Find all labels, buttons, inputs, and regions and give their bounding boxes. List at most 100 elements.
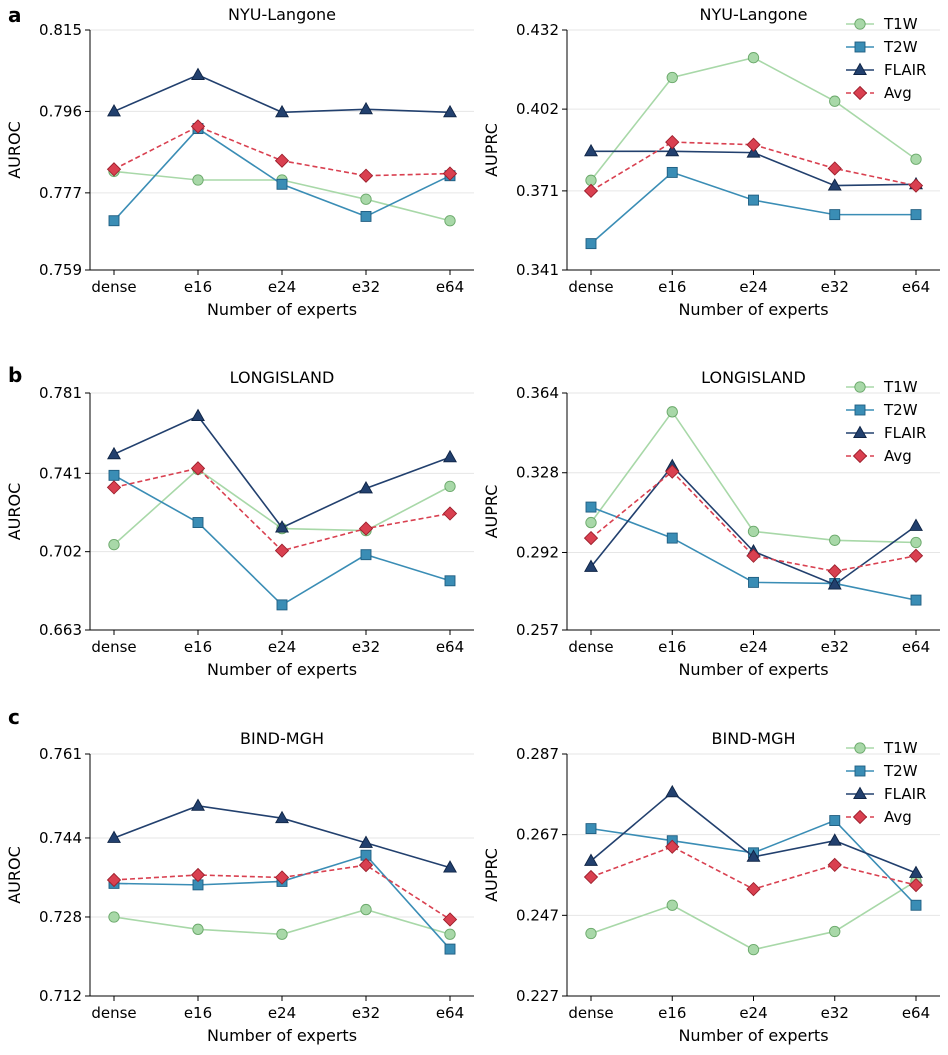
y-tick-label: 0.741: [39, 464, 82, 482]
x-tick-label: e24: [268, 638, 296, 656]
legend-label-t1w: T1W: [883, 378, 918, 396]
x-tick-label: e64: [436, 638, 464, 656]
y-tick-label: 0.728: [39, 908, 82, 926]
data-point-t2w: [666, 532, 678, 544]
y-tick-label: 0.247: [516, 906, 559, 924]
data-point-t1w: [276, 928, 288, 940]
x-tick-label: dense: [568, 278, 613, 296]
data-point-flair: [443, 449, 457, 463]
data-point-avg: [908, 548, 924, 563]
data-point-t2w: [360, 210, 372, 222]
legend-marker-t1w: [854, 742, 866, 754]
data-point-avg: [908, 877, 924, 893]
y-tick-label: 0.257: [516, 621, 559, 639]
data-point-t1w: [585, 516, 597, 529]
data-point-flair: [909, 518, 923, 531]
data-point-avg: [274, 153, 290, 168]
x-axis-label: Number of experts: [678, 1026, 828, 1045]
data-point-avg: [358, 857, 374, 873]
chart-title: BIND-MGH: [712, 729, 796, 748]
data-point-avg: [583, 869, 599, 885]
y-tick-label: 0.328: [516, 464, 559, 482]
data-point-flair: [665, 784, 680, 798]
x-tick-label: dense: [91, 1004, 136, 1022]
data-point-t1w: [192, 923, 204, 935]
x-tick-label: e32: [821, 278, 849, 296]
data-point-avg: [442, 166, 458, 181]
data-point-flair: [584, 853, 598, 866]
data-point-avg: [827, 857, 842, 873]
y-tick-label: 0.371: [516, 182, 559, 200]
legend-marker-flair: [853, 425, 867, 438]
x-axis-label: Number of experts: [678, 660, 828, 679]
chart-panel-6: 0.227 0.247 0.267 0.287 dense e16 e24 e32 e64 Num…: [482, 729, 940, 1045]
x-tick-label: e16: [658, 638, 686, 656]
x-tick-label: e16: [184, 1004, 212, 1022]
x-tick-label: e16: [658, 278, 686, 296]
data-point-t2w: [444, 943, 456, 955]
data-point-flair: [359, 101, 373, 115]
data-point-flair: [443, 860, 457, 873]
data-point-t1w: [360, 193, 372, 205]
y-axis-label: AUPRC: [482, 848, 501, 902]
legend-label-t1w: T1W: [883, 739, 918, 757]
data-point-t1w: [829, 925, 841, 938]
y-tick-label: 0.341: [516, 261, 559, 279]
chart-title: LONGISLAND: [701, 368, 806, 387]
x-axis-label: Number of experts: [678, 300, 828, 319]
y-tick-label: 0.781: [39, 384, 82, 402]
data-point-avg: [442, 506, 458, 521]
legend-marker-t1w: [854, 18, 866, 30]
x-tick-label: e32: [821, 638, 849, 656]
x-tick-label: dense: [91, 278, 136, 296]
data-point-t1w: [747, 525, 760, 538]
x-tick-label: e32: [352, 278, 380, 296]
y-tick-label: 0.777: [39, 184, 82, 202]
data-point-t2w: [585, 238, 597, 250]
legend-marker-t1w: [854, 381, 866, 393]
data-point-t2w: [910, 899, 922, 911]
legend-marker-t2w: [854, 404, 866, 416]
data-point-avg: [442, 912, 458, 927]
panel-letter-c: c: [8, 705, 20, 729]
data-point-flair: [909, 865, 923, 878]
legend-marker-t2w: [854, 41, 866, 53]
legend-marker-avg: [852, 809, 868, 825]
x-tick-label: e64: [902, 1004, 930, 1022]
legend-label-avg: Avg: [884, 808, 912, 826]
data-point-t2w: [108, 215, 120, 227]
data-point-t2w: [666, 166, 678, 178]
data-point-t2w: [276, 178, 288, 190]
series-line-flair: [113, 415, 451, 529]
data-point-t2w: [748, 576, 759, 588]
data-point-flair: [275, 810, 289, 824]
data-point-flair: [665, 143, 680, 157]
data-point-flair: [827, 178, 842, 191]
x-tick-label: e32: [352, 1004, 380, 1022]
panel-letter-a: a: [8, 3, 22, 27]
x-axis-label: Number of experts: [207, 1026, 357, 1045]
x-tick-label: e24: [268, 1004, 296, 1022]
chart-panel-3: 0.663 0.702 0.741 0.781 dense e16 e24 e32 e64 Num…: [5, 368, 474, 679]
data-point-t2w: [910, 594, 922, 606]
data-point-flair: [191, 798, 205, 811]
data-point-avg: [908, 178, 924, 193]
data-point-avg: [583, 530, 599, 546]
data-point-avg: [358, 521, 374, 536]
data-point-flair: [107, 446, 121, 460]
data-point-avg: [358, 168, 374, 183]
data-point-t1w: [747, 52, 760, 64]
panel-letter-b: b: [8, 363, 22, 387]
y-tick-label: 0.267: [516, 826, 559, 844]
legend-label-t2w: T2W: [883, 762, 918, 780]
data-point-avg: [746, 548, 761, 563]
legend-marker-avg: [852, 448, 868, 464]
legend-label-avg: Avg: [884, 84, 912, 102]
data-point-t1w: [585, 927, 597, 940]
data-point-flair: [827, 577, 842, 590]
y-tick-label: 0.364: [516, 384, 559, 402]
chart-panel-4: 0.257 0.292 0.328 0.364 dense e16 e24 e32 e64 Num…: [482, 368, 940, 679]
data-point-flair: [191, 67, 205, 80]
legend-marker-t2w: [854, 765, 866, 777]
data-point-flair: [275, 520, 289, 533]
